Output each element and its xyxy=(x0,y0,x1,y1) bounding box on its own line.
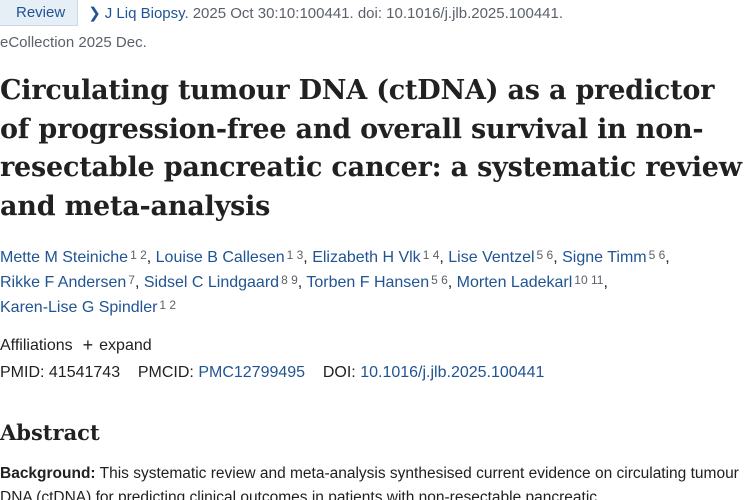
affiliations-label: Affiliations xyxy=(0,336,73,354)
author-link[interactable]: Mette M Steiniche xyxy=(0,249,129,266)
author-link[interactable]: Louise B Callesen xyxy=(155,249,285,266)
author-item: Torben F Hansen 5 6, xyxy=(306,273,457,291)
affiliation-ref[interactable]: 8 9 xyxy=(281,273,298,287)
affiliation-ref[interactable]: 1 3 xyxy=(286,248,304,262)
author-link[interactable]: Rikke F Andersen xyxy=(0,274,127,291)
author-link[interactable]: Morten Ladekarl xyxy=(456,274,573,291)
author-item: Sidsel C Lindgaard 8 9, xyxy=(143,273,307,291)
author-item: Morten Ladekarl 10 11, xyxy=(456,273,608,291)
author-item: Karen-Lise G Spindler 1 2 xyxy=(0,298,177,316)
author-link[interactable]: Karen-Lise G Spindler xyxy=(0,299,158,316)
author-link[interactable]: Signe Timm xyxy=(562,249,647,266)
publication-header: Review ❯ J Liq Biopsy. 2025 Oct 30:10:10… xyxy=(0,0,750,26)
pmcid-label: PMCID: xyxy=(137,364,194,381)
doi-label: DOI: xyxy=(322,364,356,381)
author-item: Mette M Steiniche 1 2, xyxy=(0,248,156,266)
journal-link[interactable]: J Liq Biopsy. xyxy=(104,4,189,22)
author-list: Mette M Steiniche 1 2, Louise B Callesen 1… xyxy=(0,245,750,320)
abstract-paragraph: Background: This systematic review and m… xyxy=(0,462,750,500)
affiliation-ref[interactable]: 5 6 xyxy=(648,248,666,262)
affiliations-toggle[interactable]: Affiliations + expand xyxy=(0,335,152,356)
author-item: Elizabeth H Vlk 1 4, xyxy=(312,248,449,266)
background-label: Background: xyxy=(0,465,96,482)
author-link[interactable]: Elizabeth H Vlk xyxy=(312,249,421,266)
author-item: Rikke F Andersen 7, xyxy=(0,273,144,291)
author-item: Louise B Callesen 1 3, xyxy=(155,248,313,266)
affiliation-ref[interactable]: 5 6 xyxy=(536,248,554,262)
article-title: Circulating tumour DNA (ctDNA) as a pred… xyxy=(0,75,742,222)
affiliation-ref[interactable]: 10 11 xyxy=(574,273,604,287)
plus-icon: + xyxy=(82,335,94,355)
expand-label[interactable]: expand xyxy=(99,336,152,354)
citation-text: 2025 Oct 30:10:100441. doi: 10.1016/j.jl… xyxy=(192,4,564,22)
pmid-value: 41541743 xyxy=(48,364,121,381)
affiliation-ref[interactable]: 1 2 xyxy=(159,298,177,312)
pmcid-link[interactable]: PMC12799495 xyxy=(198,364,306,381)
identifier-row: PMID: 41541743 PMCID: PMC12799495 DOI: 1… xyxy=(0,364,544,382)
doi-link[interactable]: 10.1016/j.jlb.2025.100441 xyxy=(360,364,545,381)
author-link[interactable]: Sidsel C Lindgaard xyxy=(143,274,280,291)
author-link[interactable]: Lise Ventzel xyxy=(448,249,535,266)
affiliation-ref[interactable]: 7 xyxy=(128,273,135,287)
chevron-right-icon[interactable]: ❯ xyxy=(88,5,101,22)
abstract-heading: Abstract xyxy=(0,420,100,445)
author-item: Lise Ventzel 5 6, xyxy=(448,248,563,266)
author-item: Signe Timm 5 6, xyxy=(562,248,670,266)
affiliation-ref[interactable]: 1 4 xyxy=(422,248,440,262)
pmid-label: PMID: xyxy=(0,364,45,381)
review-badge: Review xyxy=(0,0,79,26)
background-text: This systematic review and meta-analysis… xyxy=(0,465,739,500)
ecollection-text: eCollection 2025 Dec. xyxy=(0,34,147,51)
affiliation-ref[interactable]: 5 6 xyxy=(431,273,448,287)
author-link[interactable]: Torben F Hansen xyxy=(306,274,430,291)
affiliation-ref[interactable]: 1 2 xyxy=(130,248,147,262)
